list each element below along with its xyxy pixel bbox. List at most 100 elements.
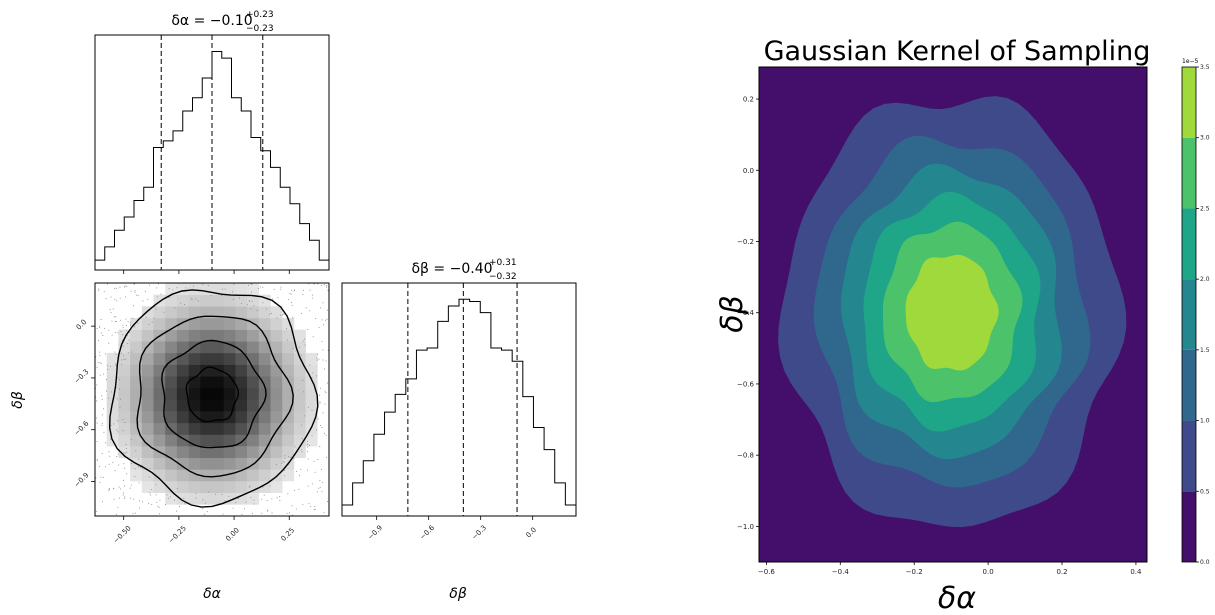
density-sample-point — [308, 503, 310, 505]
density-sample-point — [180, 302, 182, 304]
colorbar-tick-label: 1.5 — [1200, 347, 1210, 354]
density-sample-point — [129, 324, 131, 326]
density-sample-point — [113, 423, 115, 425]
density-sample-point — [117, 507, 119, 509]
density-cell — [141, 352, 154, 365]
density-cell — [188, 446, 201, 459]
density-sample-point — [101, 414, 103, 416]
density-cell — [188, 469, 201, 482]
density-sample-point — [138, 458, 140, 460]
density-cell — [141, 387, 154, 400]
density-sample-point — [168, 296, 170, 298]
density-sample-point — [290, 293, 292, 295]
density-cell — [165, 306, 178, 319]
density-cell — [258, 352, 271, 365]
density-sample-point — [248, 284, 250, 286]
density-sample-point — [298, 488, 300, 490]
density-sample-point — [176, 287, 178, 289]
density-sample-point — [251, 291, 252, 293]
density-sample-point — [291, 514, 293, 516]
density-cell — [235, 446, 248, 459]
hist-beta-tick-label: −0.3 — [470, 524, 488, 542]
density-sample-point — [110, 312, 112, 314]
density-cell — [235, 306, 248, 319]
density-sample-point — [287, 493, 289, 495]
density-sample-point — [154, 306, 156, 307]
density-sample-point — [288, 456, 290, 458]
density-sample-point — [151, 321, 153, 323]
colorbar-tick-label: 0.0 — [1200, 559, 1210, 566]
density-sample-point — [303, 289, 305, 291]
density-cell — [176, 446, 189, 459]
density-cell — [270, 422, 283, 435]
colorbar-band — [1182, 420, 1196, 492]
density-sample-point — [122, 479, 124, 481]
density-cell — [247, 434, 260, 447]
density-cell — [141, 341, 154, 354]
density-sample-point — [148, 503, 150, 505]
density-sample-point — [310, 506, 312, 508]
density-xticks: −0.50 −0.25 0.00 0.25 — [112, 516, 296, 545]
density-cell — [153, 306, 166, 319]
density-cell — [200, 387, 213, 400]
density-sample-point — [281, 462, 283, 464]
density-sample-point — [153, 317, 155, 319]
density-cell — [130, 387, 143, 400]
density-cell — [282, 411, 295, 424]
density-cell — [200, 446, 213, 459]
density-contour — [108, 289, 319, 508]
density-sample-point — [125, 358, 127, 360]
colorbar-tick-label: 1.0 — [1200, 418, 1210, 425]
density-cell — [270, 352, 283, 365]
density-ytick-label: 0.0 — [75, 318, 89, 332]
density-cell — [165, 434, 178, 447]
density-cell — [223, 481, 236, 493]
density-cell — [165, 341, 178, 354]
density-cell — [212, 422, 224, 435]
density-sample-point — [283, 313, 285, 315]
density-sample-point — [138, 500, 140, 502]
density-xtick-label: 0.25 — [280, 526, 297, 543]
density-cell — [106, 387, 119, 400]
kde-panel: Gaussian Kernel of Sampling −0.6 −0.4 −0.2… — [715, 36, 1150, 615]
density-cell — [153, 294, 166, 307]
density-cell — [258, 469, 271, 482]
density-cell — [235, 294, 248, 307]
density-cell — [176, 329, 189, 342]
density-cell — [176, 283, 189, 295]
density-sample-point — [174, 307, 176, 309]
density-sample-point — [309, 310, 311, 312]
density-cell — [176, 492, 189, 505]
density-sample-point — [124, 467, 126, 469]
density-sample-point — [124, 496, 126, 498]
density-sample-point — [116, 387, 118, 389]
density-sample-point — [302, 293, 304, 295]
density-sample-point — [137, 466, 139, 468]
density-sample-point — [324, 390, 326, 392]
density-sample-point — [141, 465, 143, 467]
density-sample-point — [128, 339, 130, 341]
density-sample-point — [300, 449, 302, 451]
density-cell — [165, 399, 178, 412]
density-sample-point — [101, 332, 103, 334]
kde-xlabel: δα — [938, 581, 976, 615]
density-cell — [176, 294, 189, 307]
density-cell — [176, 376, 189, 389]
density-cell — [223, 317, 236, 330]
density-sample-point — [115, 513, 117, 515]
density-cell — [200, 364, 213, 377]
density-sample-point — [202, 508, 204, 510]
density-sample-point — [275, 464, 277, 466]
density-cell — [165, 481, 178, 493]
density-sample-point — [114, 470, 116, 472]
hist-beta-frame — [341, 282, 577, 517]
density-cell — [165, 422, 178, 435]
density-sample-point — [273, 288, 275, 290]
density-sample-point — [100, 363, 102, 365]
density-cell — [270, 434, 283, 447]
density-sample-point — [160, 293, 162, 295]
density-sample-point — [269, 485, 271, 487]
density-contour — [136, 315, 294, 478]
density-sample-point — [253, 305, 255, 307]
density-cell — [258, 341, 271, 354]
